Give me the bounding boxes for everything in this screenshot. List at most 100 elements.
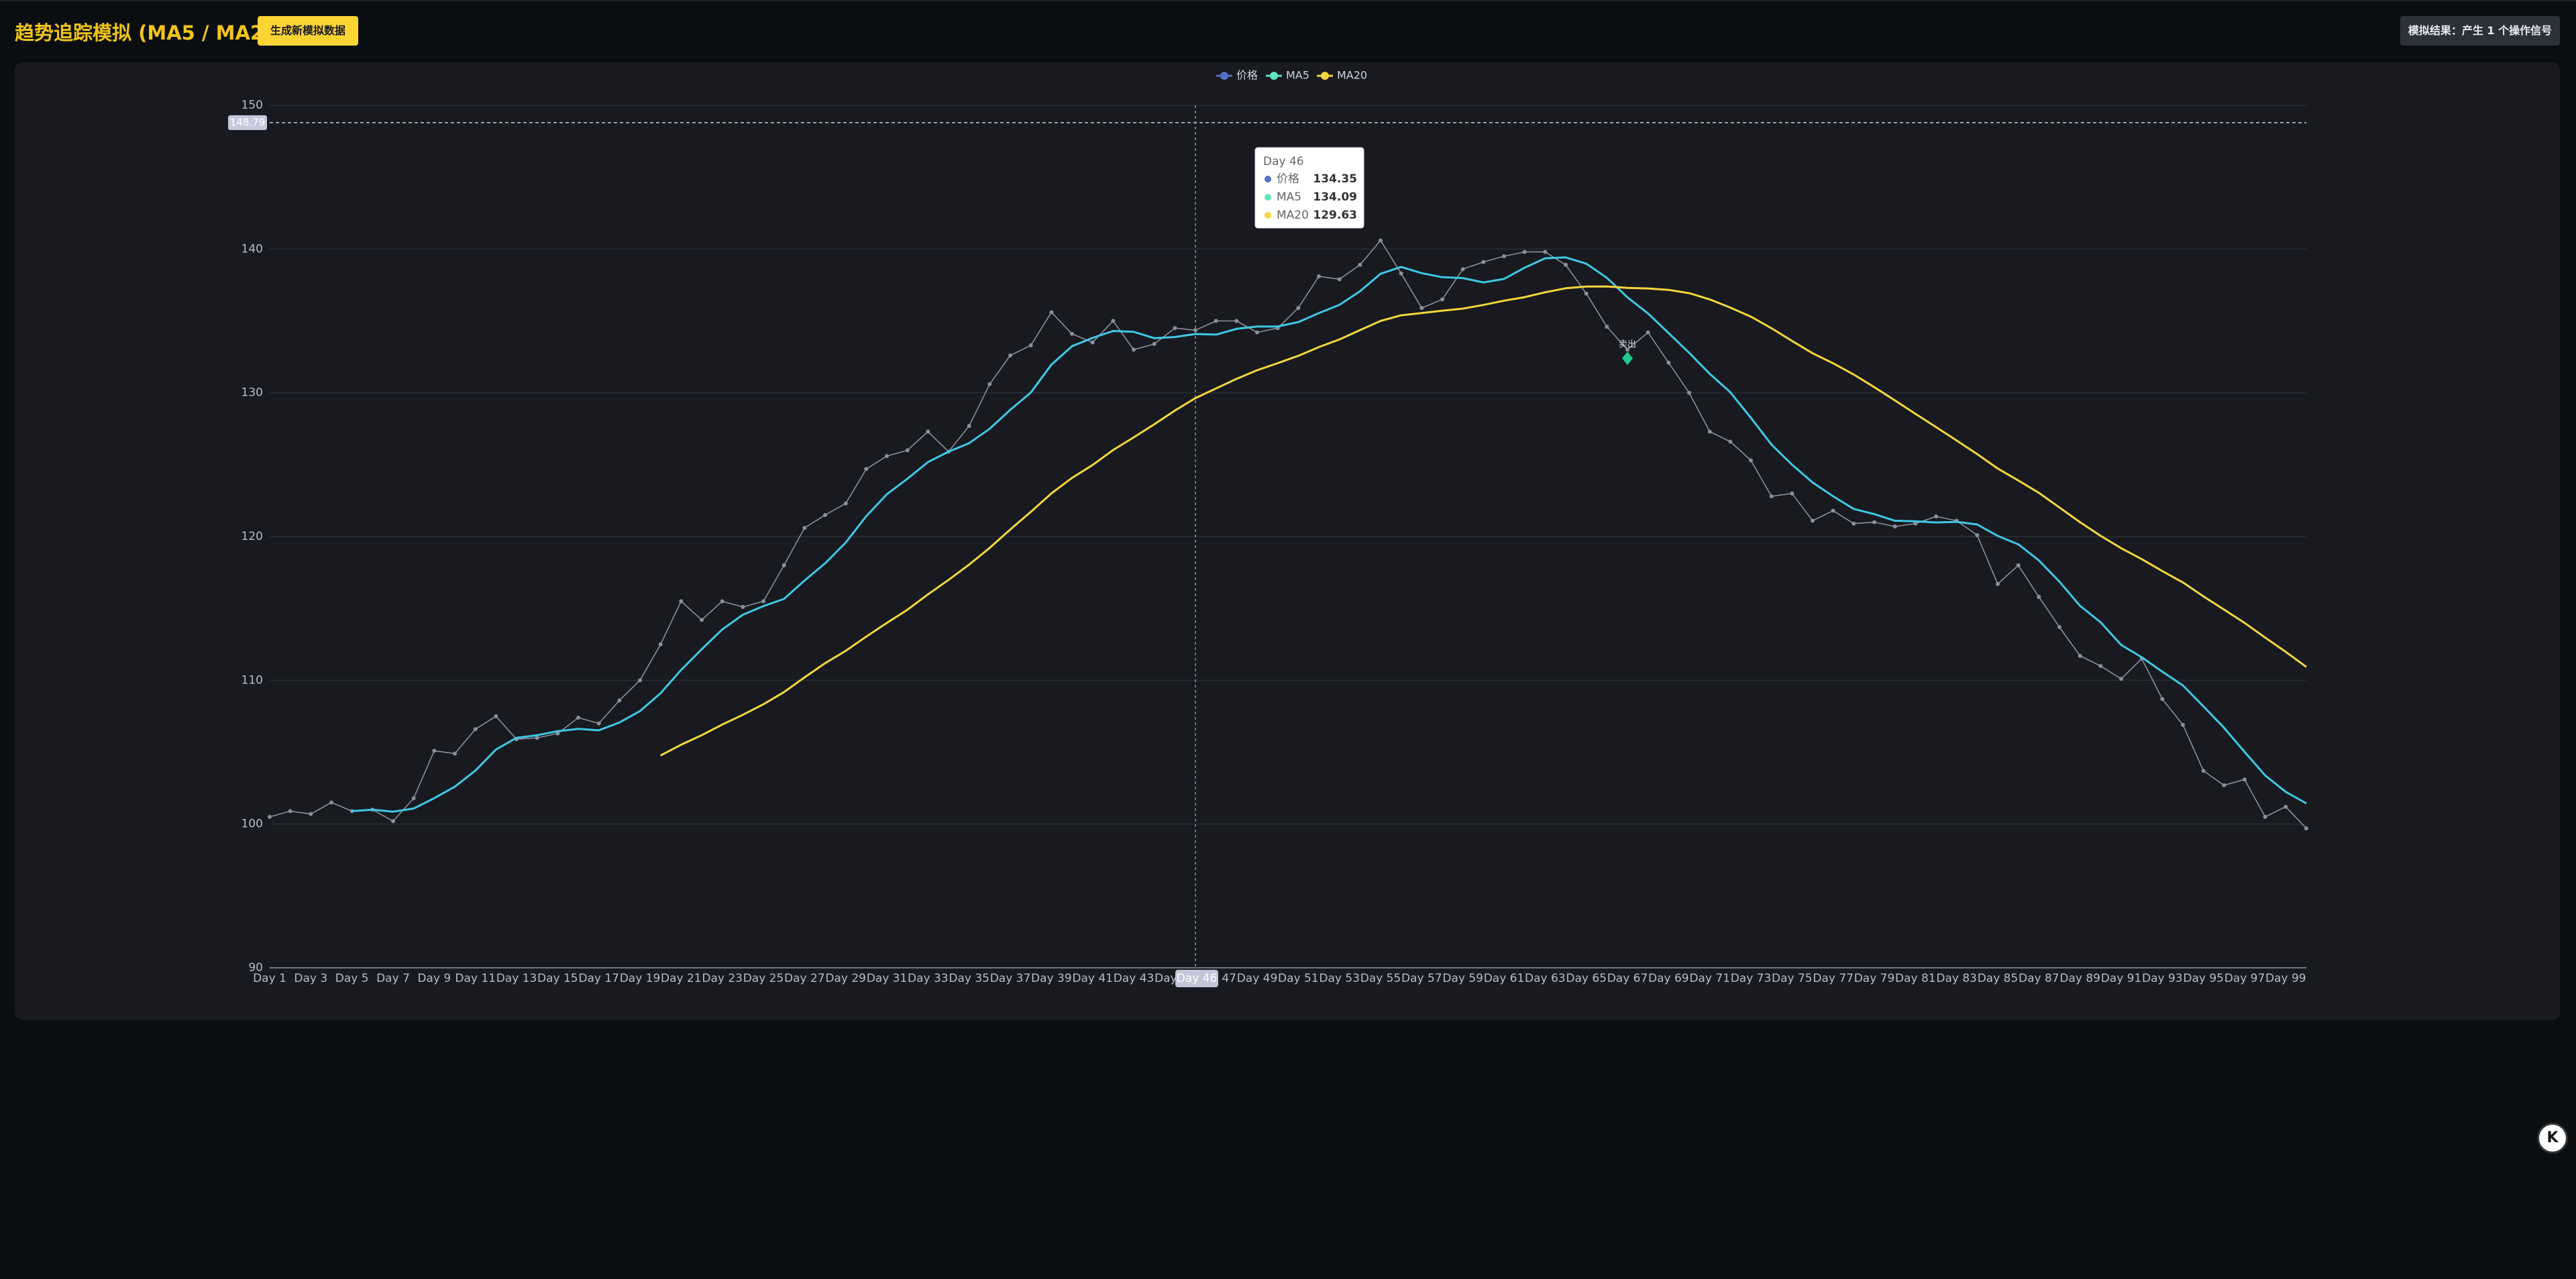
data-point [1790,491,1794,496]
data-point [885,453,889,458]
data-point [905,448,910,453]
legend-label: MA20 [1337,69,1367,82]
data-point [2181,722,2185,727]
data-point [1831,508,1835,513]
data-point [535,736,539,740]
generate-button[interactable]: 生成新模拟数据 [258,16,358,46]
data-point [1646,330,1650,335]
data-point [2284,804,2288,809]
data-point [1811,518,1815,523]
x-tick-label: Day 37 [990,972,1031,985]
x-tick-label: Day 15 [537,972,578,985]
tooltip-name: MA20 [1277,209,1309,222]
x-tick-label: Day 39 [1031,972,1072,985]
data-point [1625,347,1629,352]
y-tick-label: 120 [241,530,263,543]
x-tick-label: Day 11 [455,972,496,985]
x-tick-label: Day 29 [825,972,866,985]
data-point [555,731,560,736]
x-tick-label: Day 33 [908,972,949,985]
data-point [1707,429,1712,434]
x-tick-label: Day 17 [578,972,619,985]
y-tick-label: 110 [241,673,263,687]
data-point [1502,254,1506,259]
data-point [1090,340,1095,345]
data-point [1769,494,1774,498]
y-tick-label: 140 [241,242,263,256]
x-tick-label: Day 89 [2059,972,2100,985]
x-tick-label: Day 55 [1360,972,1401,985]
data-point [2098,663,2103,668]
data-point [1008,353,1012,357]
tooltip-dot [1265,176,1271,182]
data-point [1419,306,1424,311]
x-tick-label: Day 41 [1072,972,1113,985]
data-point [1152,341,1157,346]
mark-line-label-box [228,115,267,130]
data-point [1214,319,1218,323]
x-tick-label: Day 95 [2183,972,2224,985]
data-point [1173,326,1177,331]
data-point [1666,360,1671,365]
data-point [453,751,457,756]
x-tick-label: Day 59 [1442,972,1483,985]
data-point [1749,458,1753,463]
data-point [987,382,992,386]
data-point [1564,262,1568,267]
data-point [802,526,807,531]
legend-item: MA20 [1317,69,1367,82]
data-point [1132,347,1136,352]
data-point [473,727,478,732]
x-tick-label: Day 97 [2224,972,2265,985]
data-point [1996,581,2000,586]
x-tick-label: Day 71 [1689,972,1730,985]
x-tick-label: Day 87 [2019,972,2059,985]
x-tick-label: Day 49 [1237,972,1278,985]
legend-label: MA5 [1286,69,1309,82]
x-tick-label: Day 35 [949,972,989,985]
x-tick-label: Day 93 [2142,972,2183,985]
tooltip-value: 134.35 [1313,172,1357,186]
y-tick-label: 90 [248,961,263,975]
data-point [1687,390,1691,395]
data-point [1399,271,1403,276]
x-tick-label: Day 75 [1772,972,1813,985]
x-tick-label: Day 77 [1813,972,1854,985]
data-point [720,599,724,604]
chart-panel [15,62,2560,1020]
x-tick-label: Day 53 [1319,972,1360,985]
data-point [309,812,313,816]
x-tick-label: Day 91 [2101,972,2142,985]
mark-line-label: 148.79 [230,116,266,128]
data-point [2037,595,2041,600]
data-point [2016,563,2021,567]
tooltip-name: MA5 [1277,190,1301,204]
page-title: 趋势追踪模拟 (MA5 / MA20) [15,21,286,44]
data-point [967,423,971,428]
series-line [660,285,2307,757]
data-point [391,819,395,824]
data-point [2119,677,2123,681]
x-tick-label: Day 21 [661,972,702,985]
x-tick-label: Day 69 [1648,972,1689,985]
x-tick-label: Day 31 [867,972,908,985]
data-point [576,716,580,720]
signal-label: 卖出 [1619,340,1636,350]
data-point [1296,306,1301,311]
data-point [617,698,622,703]
x-tick-label: Day 61 [1484,972,1525,985]
data-point [268,814,272,819]
x-tick-label: Day 25 [743,972,784,985]
tooltip: Day 46 价格 134.35 MA5 134.09 MA20 129.63 [1254,147,1364,229]
x-tick-label: Day 65 [1566,972,1607,985]
floating-button[interactable]: K [2537,1123,2568,1154]
x-tick-label: Day 27 [784,972,825,985]
data-point [823,512,827,517]
x-tick-label: Day 99 [2265,972,2306,985]
x-tick-label: Day 57 [1401,972,1442,985]
data-point [1728,439,1733,444]
data-point [1975,533,1980,537]
data-point [2304,826,2308,831]
